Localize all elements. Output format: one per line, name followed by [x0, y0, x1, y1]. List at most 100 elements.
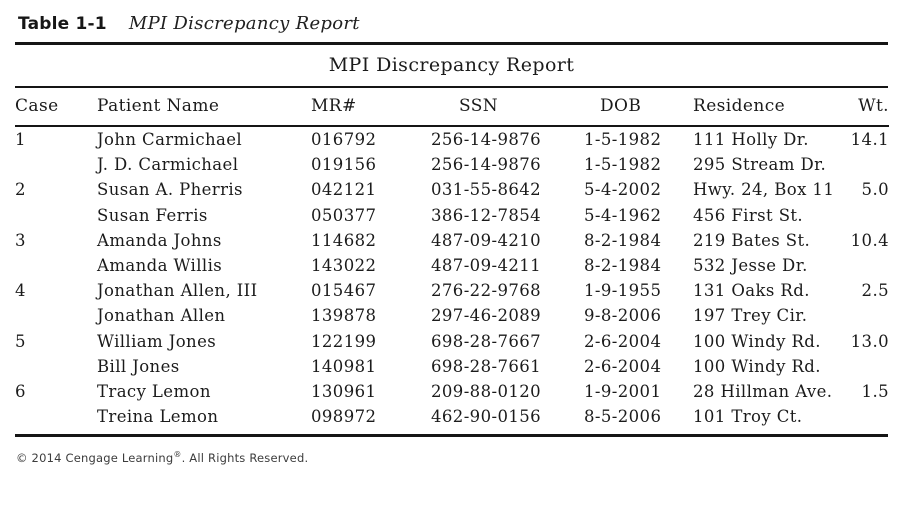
mr-number-cell: 143022 [311, 256, 377, 276]
bottom-rule [15, 434, 888, 438]
case-number-cell [15, 253, 97, 278]
weight-cell [849, 303, 889, 328]
mr-number-cell: 019156 [311, 155, 377, 175]
copyright-rights-text: . All Rights Reserved. [181, 451, 309, 466]
column-header-ssn: SSN [431, 88, 584, 127]
column-header-name: Patient Name [97, 88, 311, 127]
table-number-label: Table 1-1 [18, 14, 107, 34]
table-row: 2 Susan A. Pherris 042121 031-55-8642 5-… [15, 177, 889, 202]
residence-cell: Hwy. 24, Box 11 [693, 180, 835, 200]
mr-number-cell: 130961 [311, 382, 377, 402]
mr-number-cell: 122199 [311, 331, 377, 351]
dob-cell: 5-4-2002 [584, 180, 662, 200]
patient-name-cell: Susan Ferris [97, 205, 208, 225]
dob-cell: 5-4-1962 [584, 205, 662, 225]
table-row: Treina Lemon 098972 462-90-0156 8-5-2006… [15, 404, 889, 434]
dob-cell: 9-8-2006 [584, 306, 662, 326]
column-header-dob: DOB [584, 88, 693, 127]
patient-name-cell: Amanda Johns [97, 230, 222, 250]
mr-number-cell: 016792 [311, 130, 377, 149]
residence-cell: 295 Stream Dr. [693, 155, 827, 175]
ssn-cell: 462-90-0156 [431, 407, 542, 427]
weight-cell [849, 203, 889, 228]
top-rule [15, 42, 888, 45]
table-row: Amanda Willis 143022 487-09-4211 8-2-198… [15, 253, 889, 278]
case-number-cell: 1 [15, 130, 26, 149]
weight-cell: 14.1 [850, 130, 889, 149]
ssn-cell: 256-14-9876 [431, 130, 542, 149]
mpi-discrepancy-table: Case Patient Name MR# SSN DOB Residence … [15, 88, 889, 434]
patient-name-cell: Treina Lemon [97, 407, 219, 427]
ssn-cell: 256-14-9876 [431, 155, 542, 175]
ssn-cell: 487-09-4211 [431, 256, 542, 276]
dob-cell: 2-6-2004 [584, 356, 662, 376]
patient-name-cell: Susan A. Pherris [97, 180, 243, 200]
table-row: 1 John Carmichael 016792 256-14-9876 1-5… [15, 126, 889, 152]
case-number-cell: 6 [15, 382, 26, 402]
column-header-residence: Residence [693, 88, 849, 127]
table-row: Susan Ferris 050377 386-12-7854 5-4-1962… [15, 203, 889, 228]
table-row: Bill Jones 140981 698-28-7661 2-6-2004 1… [15, 354, 889, 379]
ssn-cell: 031-55-8642 [431, 180, 542, 200]
table-row: 4 Jonathan Allen, III 015467 276-22-9768… [15, 278, 889, 303]
dob-cell: 1-9-1955 [584, 281, 662, 301]
weight-cell: 5.0 [861, 180, 889, 200]
weight-cell: 2.5 [861, 281, 889, 301]
copyright-notice: © 2014 Cengage Learning®. All Rights Res… [15, 437, 888, 465]
ssn-cell: 698-28-7661 [431, 356, 542, 376]
patient-name-cell: Jonathan Allen, III [97, 281, 258, 301]
title-divider-rule [15, 86, 888, 88]
residence-cell: 197 Trey Cir. [693, 306, 808, 326]
weight-cell [849, 354, 889, 379]
case-number-cell: 3 [15, 230, 26, 250]
dob-cell: 8-2-1984 [584, 230, 662, 250]
table-row: 3 Amanda Johns 114682 487-09-4210 8-2-19… [15, 228, 889, 253]
weight-cell: 13.0 [850, 331, 889, 351]
patient-name-cell: Tracy Lemon [97, 382, 211, 402]
column-header-case: Case [15, 88, 97, 127]
report-title: MPI Discrepancy Report [328, 54, 575, 76]
mr-number-cell: 140981 [311, 356, 377, 376]
dob-cell: 2-6-2004 [584, 331, 662, 351]
patient-name-cell: William Jones [97, 331, 217, 351]
dob-cell: 1-9-2001 [584, 382, 662, 402]
case-number-cell: 4 [15, 281, 26, 301]
dob-cell: 8-5-2006 [584, 407, 662, 427]
case-number-cell [15, 354, 97, 379]
ssn-cell: 276-22-9768 [431, 281, 542, 301]
patient-name-cell: Bill Jones [97, 356, 180, 376]
ssn-cell: 698-28-7667 [431, 331, 542, 351]
mr-number-cell: 139878 [311, 306, 377, 326]
residence-cell: 456 First St. [693, 205, 804, 225]
residence-cell: 532 Jesse Dr. [693, 256, 808, 276]
case-number-cell [15, 152, 97, 177]
case-number-cell: 2 [15, 180, 26, 200]
table-row: Jonathan Allen 139878 297-46-2089 9-8-20… [15, 303, 889, 328]
case-number-cell [15, 404, 97, 434]
document-page: Table 1-1 MPI Discrepancy Report MPI Dis… [15, 10, 889, 465]
table-body: 1 John Carmichael 016792 256-14-9876 1-5… [15, 126, 889, 434]
patient-name-cell: J. D. Carmichael [97, 155, 239, 175]
mr-number-cell: 015467 [311, 281, 377, 301]
weight-cell [849, 152, 889, 177]
residence-cell: 100 Windy Rd. [693, 356, 821, 376]
weight-cell: 1.5 [861, 382, 889, 402]
mr-number-cell: 098972 [311, 407, 377, 427]
residence-cell: 111 Holly Dr. [693, 130, 809, 149]
patient-name-cell: Amanda Willis [97, 256, 223, 276]
mr-number-cell: 042121 [311, 180, 377, 200]
ssn-cell: 297-46-2089 [431, 306, 542, 326]
mr-number-cell: 114682 [311, 230, 377, 250]
table-header-row: Case Patient Name MR# SSN DOB Residence … [15, 88, 889, 127]
residence-cell: 101 Troy Ct. [693, 407, 803, 427]
weight-cell [849, 404, 889, 434]
residence-cell: 219 Bates St. [693, 230, 811, 250]
mr-number-cell: 050377 [311, 205, 377, 225]
residence-cell: 131 Oaks Rd. [693, 281, 810, 301]
residence-cell: 28 Hillman Ave. [693, 382, 833, 402]
case-number-cell [15, 203, 97, 228]
table-caption-row: Table 1-1 MPI Discrepancy Report [15, 10, 888, 42]
weight-cell: 10.4 [850, 230, 889, 250]
table-row: J. D. Carmichael 019156 256-14-9876 1-5-… [15, 152, 889, 177]
table-row: 6 Tracy Lemon 130961 209-88-0120 1-9-200… [15, 379, 889, 404]
